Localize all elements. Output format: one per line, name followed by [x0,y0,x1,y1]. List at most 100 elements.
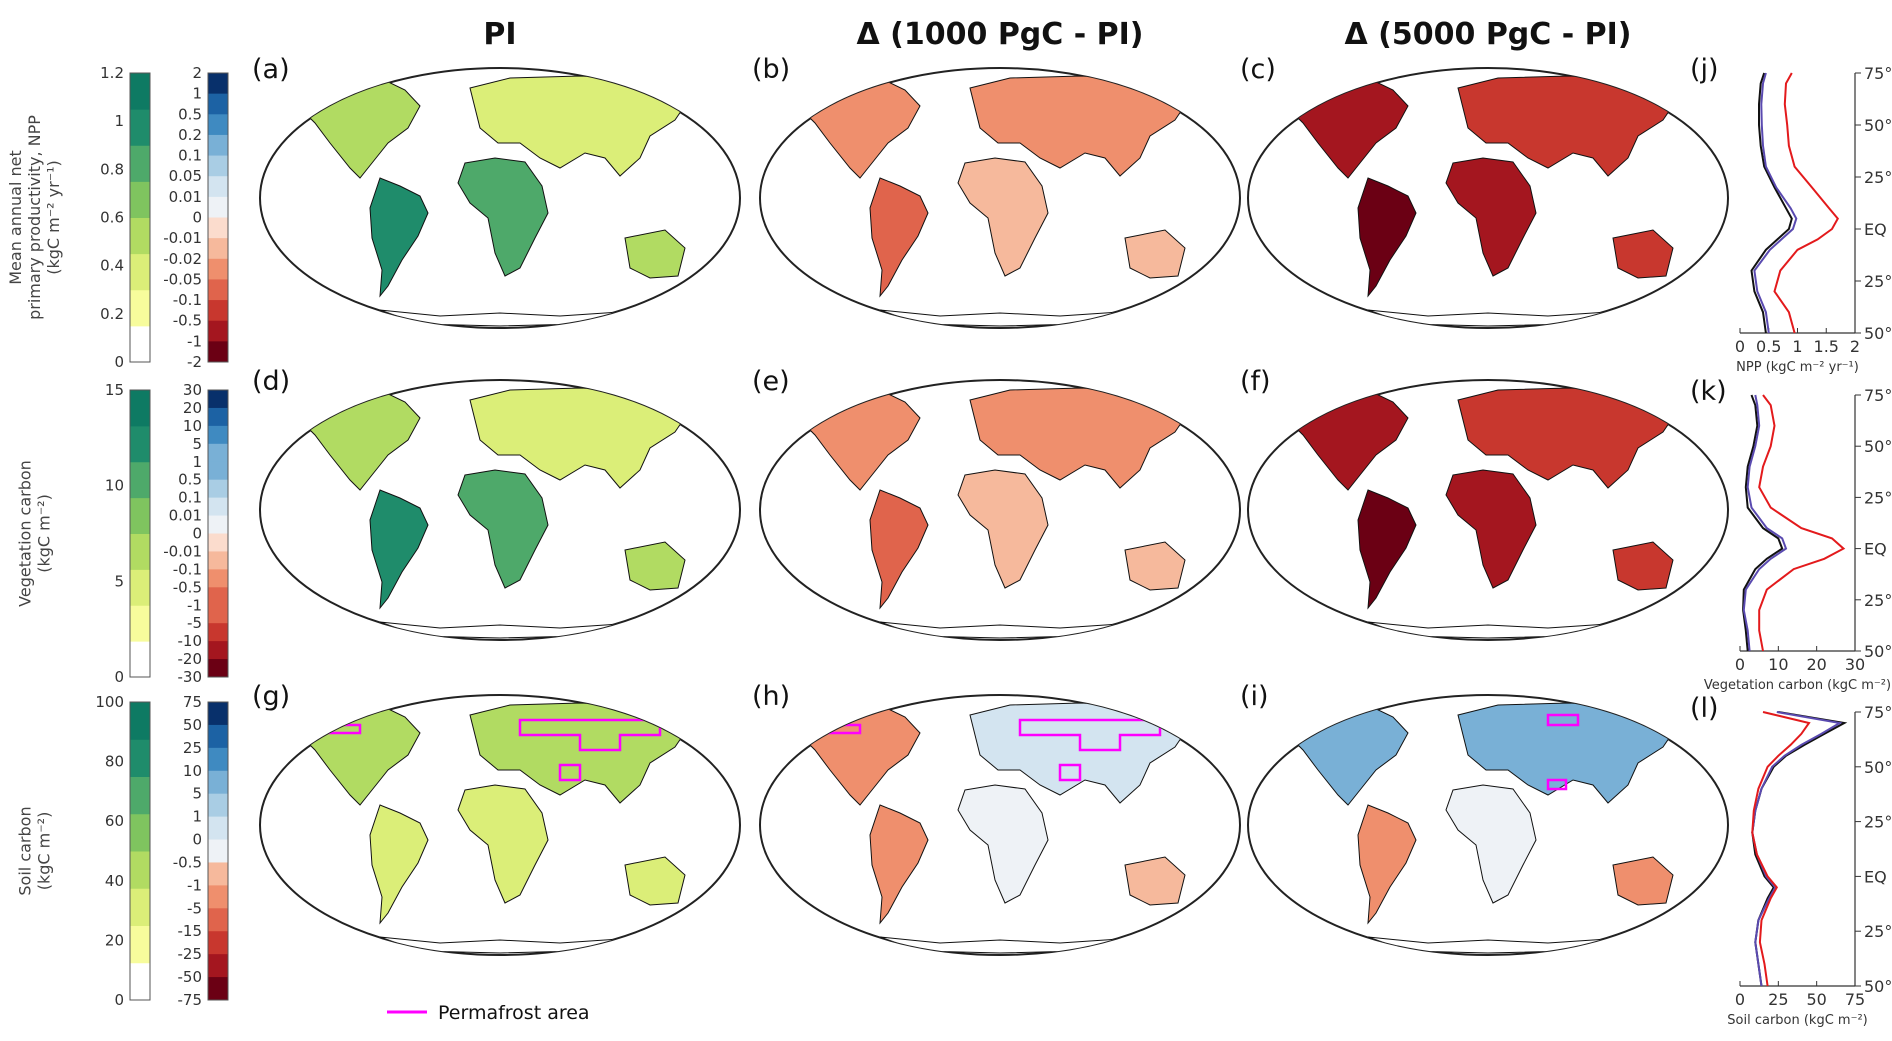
colorbar-diff-swatch [208,258,228,280]
profile-series-line [1758,394,1846,652]
colorbar-diff-tick: 0 [192,831,202,849]
colorbar-diff-tick: 75 [183,693,202,711]
colorbar-diff-swatch [208,196,228,218]
profile-x-tick: 0.5 [1756,337,1781,356]
profile-x-tick: 0 [1735,990,1745,1009]
colorbar-abs-tick: 5 [114,572,124,590]
colorbar-diff-tick: -0.02 [163,250,202,268]
colorbar-diff-swatch [208,885,228,909]
colorbar-abs-swatch [130,776,150,815]
profile-x-tick: 10 [1768,655,1788,674]
colorbar-diff-swatch [208,839,228,863]
colorbar-diff-tick: 0.1 [178,489,202,507]
colorbar-diff-tick: -20 [178,650,203,668]
map-continent [369,177,429,298]
colorbar-diff-tick: -1 [187,876,202,894]
map-continent [1445,784,1537,904]
maps: (a) (b) (c) (d) (e) (f) (g) (h) (i) [252,54,1729,956]
panel-label: (h) [752,681,790,712]
colorbar-abs-tick: 1.2 [100,64,124,82]
panel-label: (c) [1240,54,1276,85]
panel-label: (i) [1240,681,1269,712]
profile-x-tick: 2 [1850,337,1860,356]
colorbars: Mean annual netprimary productivity, NPP… [6,64,229,1009]
colorbar-diff-frame [207,701,229,1001]
colorbar-abs-frame [129,389,151,678]
profile-y-tick: 75°N [1864,386,1892,405]
map-panel-b: (b) [752,54,1241,329]
panel-label: (j) [1690,54,1719,85]
colorbar-diff-swatch [208,300,228,322]
profile-y-tick: 25°S [1864,272,1892,291]
colorbar-abs-swatch [130,888,150,926]
panel-label: (e) [752,366,790,397]
map-continent [869,177,929,298]
panel-label: (b) [752,54,790,85]
colorbar-diff-tick: -0.1 [173,291,202,309]
permafrost-legend-label: Permafrost area [438,1002,590,1024]
colorbar-abs-tick: 60 [105,812,124,830]
profile-series-line [1751,711,1843,987]
colorbar-diff-tick: 1 [192,453,202,471]
colorbar-diff-tick: -5 [187,614,202,632]
panel-label: (f) [1240,366,1271,397]
colorbar-abs-tick: 0.4 [100,257,124,275]
map-panel-f: (f) [1240,366,1729,641]
colorbar-diff-swatch [208,816,228,841]
map-continent [369,489,429,610]
colorbar-diff-swatch [208,73,228,95]
colorbar-diff-swatch [208,497,228,517]
map-continent [457,784,549,904]
profile-x-tick: 30 [1845,655,1865,674]
panel-label: (g) [252,681,290,712]
colorbar-diff-tick: 1 [192,808,202,826]
colorbar-abs-tick: 0 [114,668,124,686]
colorbar-label-line: primary productivity, NPP [25,115,44,320]
profile-x-label: Vegetation carbon (kgC m⁻²) [1704,678,1891,693]
colorbar-diff-tick: 5 [192,785,202,803]
profile-x-tick: 0 [1735,337,1745,356]
colorbar-diff-tick: 10 [183,762,202,780]
colorbar-diff-swatch [208,461,228,481]
profile-series-line [1742,394,1788,652]
colorbar-diff-tick: 0.01 [169,507,202,525]
profile-x-tick: 75 [1845,990,1865,1009]
map-panel-c: (c) [1240,54,1729,329]
profile-y-tick: 25°N [1864,813,1892,832]
colorbar-abs-tick: 15 [105,381,124,399]
colorbar-diff-swatch [208,659,228,678]
colorbar-diff-swatch [208,623,228,642]
profile-series-line [1750,72,1793,334]
colorbar-diff-tick: 0 [192,209,202,227]
map-panel-a: (a) [252,54,741,329]
colorbar-diff-swatch [208,341,228,363]
colorbar-diff-swatch [208,407,228,427]
colorbar-diff-tick: -2 [187,353,202,371]
profile-y-tick: EQ [1864,540,1887,559]
colorbar-label-line: (kgC m⁻² yr⁻¹) [44,160,63,275]
colorbar-diff-swatch [208,954,228,978]
colorbar-abs-swatch [130,497,150,534]
colorbar-label: Soil carbon(kgC m⁻²) [16,806,54,895]
colorbar-diff-swatch [208,862,228,886]
map-continent [1357,177,1417,298]
colorbar-diff-tick: -0.01 [163,542,202,560]
map-panel-g: (g) [252,681,741,956]
colorbar-diff-tick: -0.1 [173,560,202,578]
map-continent [457,469,549,589]
panel-label: (l) [1690,693,1719,724]
colorbar-row-1: Vegetation carbon(kgC m⁻²)15105030201051… [16,381,229,686]
profile-y-tick: EQ [1864,220,1887,239]
map-land [299,75,691,327]
map-continent [1612,229,1674,279]
colorbar-diff-swatch [208,479,228,499]
colorbar-diff-swatch [208,533,228,552]
colorbar-label-line: (kgC m⁻²) [35,812,54,891]
profile-x-label: Soil carbon (kgC m⁻²) [1727,1013,1867,1028]
profile-y-tick: 25°S [1864,591,1892,610]
colorbar-diff-tick: -25 [178,945,203,963]
colorbar-diff-tick: 30 [183,381,202,399]
map-land [299,387,691,639]
map-land [798,702,1191,954]
colorbar-diff-swatch [208,724,228,749]
